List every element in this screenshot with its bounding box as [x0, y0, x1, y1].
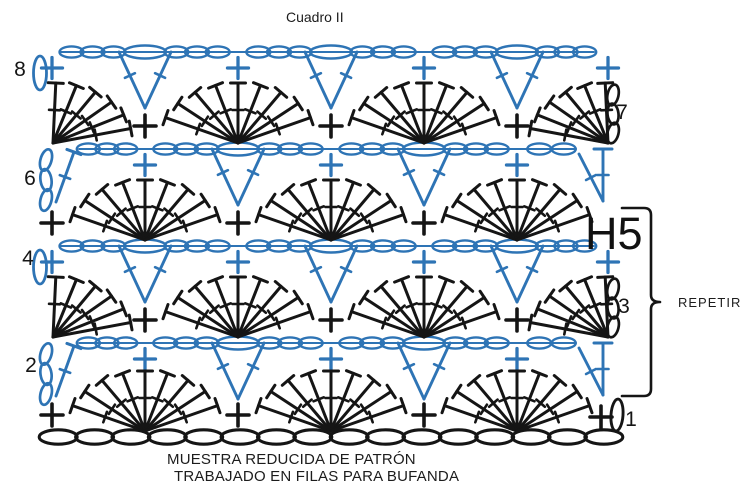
row-5-black — [39, 178, 594, 242]
row-4-blue: 4 — [22, 238, 621, 304]
repeat-bracket-path — [620, 206, 662, 398]
row-number-8: 8 — [14, 58, 26, 81]
row-7-black: 7 — [46, 81, 628, 145]
repeat-label: REPETIR — [678, 295, 742, 310]
caption-line-2: TRABAJADO EN FILAS PARA BUFANDA — [174, 468, 460, 485]
row-6-blue: 6 — [24, 141, 614, 213]
row-number-3: 3 — [618, 295, 630, 318]
row-3-black: 3 — [46, 275, 630, 339]
row-8-blue: 8 — [14, 44, 621, 110]
chart-title: Cuadro II — [286, 9, 344, 25]
row-1-black: 1 — [39, 369, 637, 433]
row-number-7: 7 — [616, 101, 628, 124]
row-number-6: 6 — [24, 167, 36, 190]
row-2-blue: 2 — [25, 335, 614, 407]
foundation-chain — [37, 428, 625, 446]
repeat-bracket — [620, 206, 662, 398]
caption-line-1: MUESTRA REDUCIDA DE PATRÓN — [167, 451, 416, 468]
row5-hook-label: H5 — [585, 208, 643, 259]
row-number-2: 2 — [25, 354, 37, 377]
row-number-1: 1 — [625, 408, 637, 431]
row-number-4: 4 — [22, 247, 34, 270]
